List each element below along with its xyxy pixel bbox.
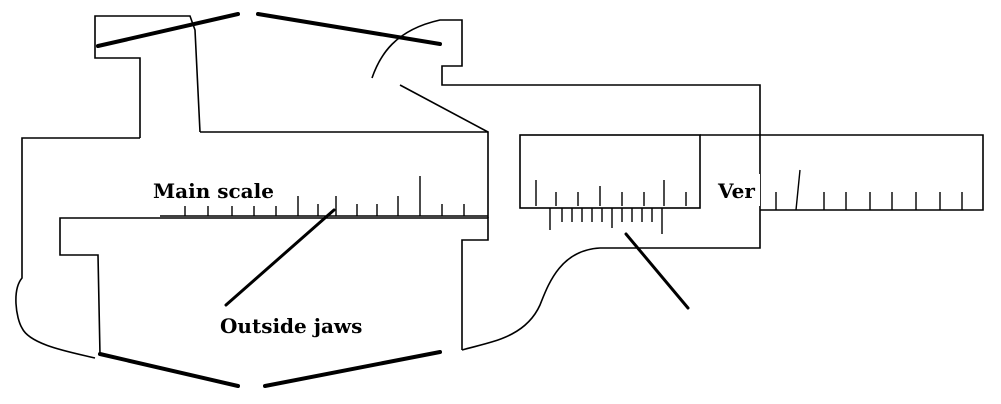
vernier-pointer	[626, 234, 688, 308]
rod-scale-ticks	[776, 170, 962, 210]
vernier-body	[462, 135, 760, 350]
right-upper-jaw-slant	[400, 85, 488, 132]
upper-left-jaw-tip	[98, 14, 238, 46]
outside-jaws-pointer	[226, 210, 334, 305]
vernier-window-ticks	[536, 180, 686, 206]
vernier-slider	[462, 135, 760, 350]
vernier-label: Ver	[717, 179, 755, 203]
lower-right-jaw-tip	[265, 352, 440, 386]
lower-left-jaw-tip	[100, 354, 238, 386]
main-scale-label: Main scale	[153, 179, 274, 203]
vernier-window	[520, 135, 700, 208]
left-body-outline	[16, 138, 140, 358]
depth-rod-outline	[760, 135, 983, 210]
vernier-scale-ticks	[550, 208, 662, 234]
rod-scale-tick	[796, 170, 800, 210]
outside-jaws-label: Outside jaws	[220, 314, 362, 338]
right-upper-jaw	[372, 20, 760, 135]
main-frame	[16, 16, 760, 358]
pointer-lines	[226, 210, 688, 308]
depth-rod	[760, 135, 983, 210]
